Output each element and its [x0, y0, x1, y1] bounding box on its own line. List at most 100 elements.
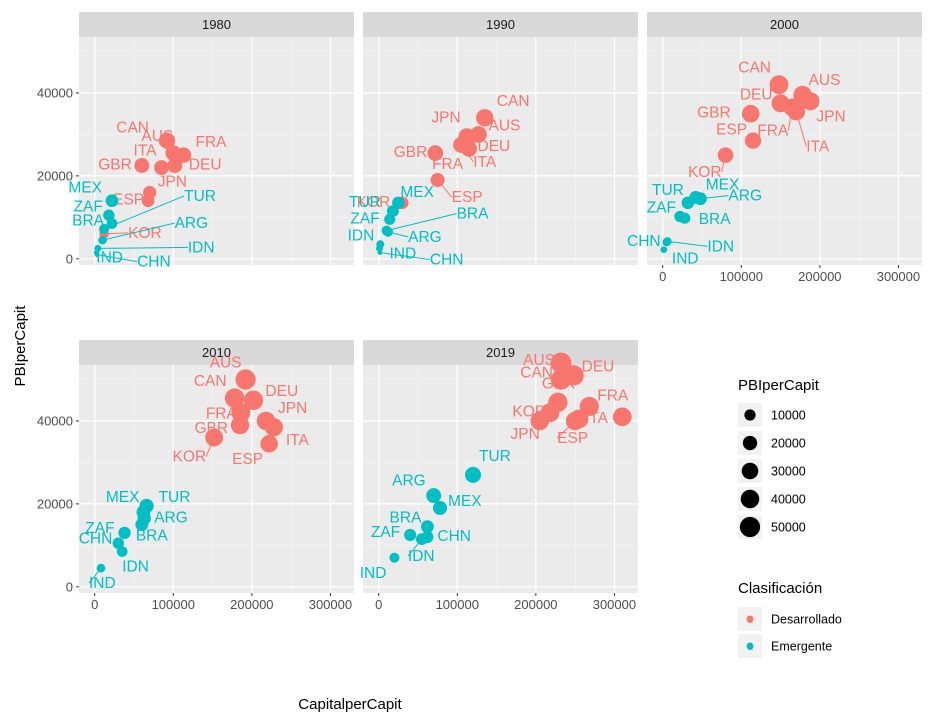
point-label: JPN [816, 108, 845, 125]
panel-background [79, 365, 354, 593]
y-tick-label: 0 [66, 579, 73, 594]
color-legend-label: Emergente [771, 640, 832, 654]
point-label: IND [89, 575, 116, 592]
point-ind [660, 246, 668, 253]
point-label: IND [390, 245, 417, 262]
point-deu [243, 390, 264, 410]
point-label: MEX [68, 180, 102, 197]
point-idn [116, 546, 128, 557]
point-label: BRA [136, 528, 169, 545]
color-legend: Clasificación a Desarrollado a Emergente [738, 580, 842, 658]
point-label: FRA [196, 134, 228, 151]
point-can [224, 388, 245, 408]
point-ind [375, 244, 384, 252]
x-tick-label: 0 [375, 597, 382, 612]
point-gbr [427, 145, 444, 161]
facet-strip-label: 1980 [202, 17, 231, 32]
point-label: MEX [106, 489, 140, 506]
label-leader-line [556, 420, 576, 439]
point-gbr [741, 104, 760, 123]
point-label: CAN [497, 93, 530, 110]
color-legend-label: Desarrollado [771, 613, 842, 627]
point-zaf [404, 528, 417, 542]
color-legend-title: Clasificación [738, 580, 822, 597]
point-label: FRA [597, 387, 629, 404]
point-esp [141, 194, 155, 208]
point-tur [139, 498, 154, 514]
point-can [158, 132, 176, 149]
facet-strip-label: 2010 [202, 345, 231, 360]
point-arg [426, 488, 442, 503]
point-jpn [530, 411, 550, 431]
size-legend-point [741, 462, 759, 480]
point-arg [383, 226, 394, 237]
point-label: CAN [738, 60, 771, 77]
label-leader-line [700, 195, 729, 200]
x-tick-label: 200000 [514, 597, 557, 612]
point-label: ESP [452, 189, 483, 206]
size-legend-point [740, 489, 760, 509]
point-label: ZAF [74, 198, 103, 215]
point-label: FRA [432, 156, 464, 173]
label-leader-line [388, 231, 409, 238]
point-label: BRA [72, 213, 105, 230]
point-can [476, 109, 494, 127]
point-label: MEX [400, 184, 434, 201]
x-tick-label: 300000 [309, 597, 352, 612]
y-tick-label: 20000 [37, 168, 73, 183]
point-label: ARG [175, 215, 209, 232]
point-label: ZAF [85, 520, 114, 537]
point-chn [112, 537, 125, 549]
point-esp [260, 435, 278, 453]
point-label: IDN [707, 238, 734, 255]
point-label: ESP [716, 122, 747, 139]
point-label: CAN [116, 120, 149, 137]
point-label: FRA [206, 406, 238, 423]
point-label: CAN [194, 373, 227, 390]
facet-strip [647, 12, 922, 37]
point-label: DEU [478, 138, 511, 155]
point-label: IND [96, 250, 123, 267]
point-bra [679, 212, 691, 224]
point-label: DEU [740, 86, 773, 103]
label-leader-line [667, 240, 708, 247]
size-legend-point [742, 435, 758, 451]
point-label: ARG [154, 509, 188, 526]
label-leader-line [96, 254, 138, 263]
point-label: KOR [128, 225, 162, 242]
point-label: TUR [184, 188, 216, 205]
point-label: TUR [479, 448, 511, 465]
point-label: JPN [510, 426, 539, 443]
point-label: ESP [232, 451, 263, 468]
label-leader-line [407, 538, 423, 557]
point-label: AUS [809, 72, 841, 89]
facet-strip [363, 340, 638, 365]
point-aus [235, 369, 256, 390]
point-label: CHN [137, 254, 171, 271]
point-deu [167, 158, 183, 173]
point-label: ITA [473, 154, 497, 171]
point-label: DEU [189, 157, 222, 174]
point-label: CAN [520, 365, 553, 382]
point-label: AUS [523, 352, 555, 369]
color-legend-point [746, 615, 754, 623]
label-leader-line [437, 179, 453, 198]
x-tick-label: 300000 [593, 597, 636, 612]
point-label: JPN [158, 173, 187, 190]
point-label: CHN [437, 528, 471, 545]
color-legend-point [746, 642, 754, 650]
label-leader-line [721, 155, 727, 173]
point-label: ZAF [647, 199, 676, 216]
y-tick-label: 40000 [37, 413, 73, 428]
point-kor [205, 428, 224, 447]
label-leader-line [386, 213, 457, 232]
x-tick-label: 0 [659, 269, 666, 284]
facet-strip [79, 340, 354, 365]
color-legend-glyph: a [747, 642, 753, 653]
point-label: FRA [757, 122, 789, 139]
x-tick-label: 300000 [877, 269, 920, 284]
point-ind [389, 552, 400, 563]
point-label: DEU [265, 383, 298, 400]
